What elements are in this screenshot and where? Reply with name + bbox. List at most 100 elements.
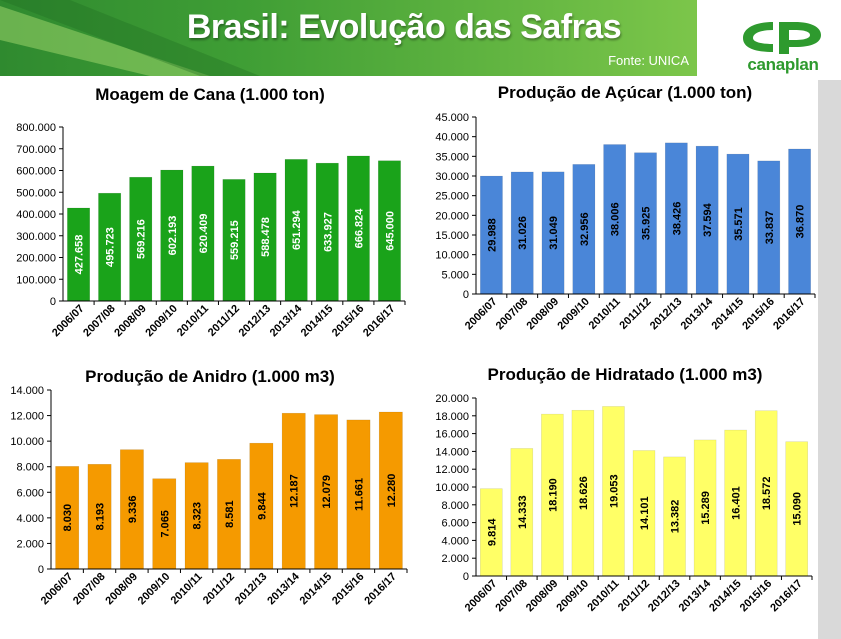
category-label: 2011/12 <box>206 303 242 339</box>
category-label: 2016/17 <box>361 303 398 340</box>
data-label: 8.323 <box>192 502 204 530</box>
data-label: 9.844 <box>256 491 268 519</box>
y-tick-label: 700.000 <box>16 144 56 156</box>
category-label: 2007/08 <box>81 303 118 340</box>
data-label: 31.026 <box>517 216 529 250</box>
y-tick-label: 15.000 <box>435 230 469 242</box>
category-label: 2015/16 <box>738 578 775 615</box>
y-tick-label: 600.000 <box>16 166 56 178</box>
chart-title: Moagem de Cana (1.000 ton) <box>95 85 325 104</box>
data-label: 495.723 <box>105 227 117 267</box>
y-tick-label: 18.000 <box>435 411 469 423</box>
page-title: Brasil: Evolução das Safras <box>186 8 622 46</box>
category-label: 2006/07 <box>463 296 500 333</box>
category-label: 2013/14 <box>265 570 302 607</box>
logo-text: canaplan <box>747 55 819 74</box>
data-label: 651.294 <box>291 209 303 250</box>
header-banner: Brasil: Evolução das Safras Fonte: UNICA <box>0 0 697 76</box>
chart-anhydrous-production: Produção de Anidro (1.000 m3) 0 2.000 4.00… <box>0 360 420 639</box>
y-tick-label: 6.000 <box>441 518 469 530</box>
y-tick-label: 8.000 <box>441 500 469 512</box>
category-label: 2013/14 <box>677 577 714 614</box>
data-label: 588.478 <box>260 217 272 257</box>
data-label: 14.333 <box>517 495 529 529</box>
category-label: 2009/10 <box>555 296 592 333</box>
data-label: 12.280 <box>386 474 398 508</box>
y-tick-label: 10.000 <box>435 482 469 494</box>
data-label: 18.190 <box>547 478 559 512</box>
y-tick-label: 5.000 <box>441 269 469 281</box>
logo-mark-icon <box>743 22 821 54</box>
category-label: 2006/07 <box>39 571 76 608</box>
y-tick-label: 2.000 <box>16 538 44 550</box>
side-strip <box>818 80 841 639</box>
data-label: 33.837 <box>764 211 776 245</box>
y-tick-label: 0 <box>463 571 469 583</box>
category-label: 2009/10 <box>136 571 173 608</box>
category-label: 2010/11 <box>175 303 211 339</box>
data-label: 31.049 <box>548 216 560 250</box>
data-label: 37.594 <box>702 202 714 237</box>
data-label: 13.382 <box>670 500 682 534</box>
data-label: 620.409 <box>198 214 210 254</box>
y-tick-label: 30.000 <box>435 171 469 183</box>
y-tick-label: 20.000 <box>435 393 469 405</box>
category-label: 2010/11 <box>585 578 621 614</box>
category-label: 2015/16 <box>330 303 367 340</box>
data-label: 8.581 <box>224 500 236 528</box>
category-label: 2009/10 <box>143 303 180 340</box>
category-label: 2007/08 <box>494 296 531 333</box>
category-label: 2008/09 <box>112 303 149 340</box>
category-label: 2008/09 <box>103 571 140 608</box>
y-tick-label: 4.000 <box>16 513 44 525</box>
y-tick-label: 45.000 <box>435 112 469 124</box>
category-label: 2016/17 <box>362 571 399 608</box>
data-label: 38.006 <box>610 202 622 236</box>
chart-cane-crushing: Moagem de Cana (1.000 ton) 0 100.000 200.0… <box>0 80 420 355</box>
category-label: 2007/08 <box>71 571 108 608</box>
y-tick-label: 4.000 <box>441 535 469 547</box>
y-tick-label: 200.000 <box>16 253 56 265</box>
data-label: 29.988 <box>486 218 498 252</box>
y-tick-label: 12.000 <box>10 411 44 423</box>
y-tick-label: 20.000 <box>435 210 469 222</box>
y-tick-label: 14.000 <box>435 446 469 458</box>
data-label: 666.824 <box>353 208 365 249</box>
category-label: 2007/08 <box>493 578 530 615</box>
y-tick-label: 300.000 <box>16 231 56 243</box>
y-tick-label: 0 <box>38 564 44 576</box>
category-label: 2012/13 <box>646 578 683 615</box>
category-label: 2013/14 <box>268 302 305 339</box>
data-label: 11.661 <box>353 478 365 511</box>
data-label: 559.215 <box>229 220 241 260</box>
chart-hydrated-production: Produção de Hidratado (1.000 m3) 0 2.000 4… <box>420 360 830 639</box>
category-label: 2009/10 <box>554 578 591 615</box>
y-tick-label: 10.000 <box>435 250 469 262</box>
category-label: 2015/16 <box>330 571 367 608</box>
category-label: 2016/17 <box>768 578 805 615</box>
data-label: 12.079 <box>321 475 333 509</box>
category-label: 2014/15 <box>299 303 336 340</box>
category-label: 2014/15 <box>707 578 744 615</box>
chart-plot: 0 5.000 10.000 15.000 20.000 25.000 30.000 35.0… <box>435 112 816 333</box>
y-tick-label: 8.000 <box>16 462 44 474</box>
category-label: 2008/09 <box>524 578 561 615</box>
data-label: 9.814 <box>486 518 498 546</box>
data-label: 38.426 <box>671 202 683 236</box>
chart-title: Produção de Hidratado (1.000 m3) <box>487 365 763 384</box>
chart-title: Produção de Anidro (1.000 m3) <box>85 367 335 386</box>
y-tick-label: 16.000 <box>435 429 469 441</box>
chart-plot: 0 2.000 4.000 6.000 8.000 10.000 12.000 14.000 8… <box>10 385 408 608</box>
data-label: 645.000 <box>384 211 396 251</box>
y-tick-label: 10.000 <box>10 436 44 448</box>
category-label: 2010/11 <box>587 296 623 332</box>
data-label: 602.193 <box>167 216 179 256</box>
category-label: 2006/07 <box>463 578 500 615</box>
y-tick-label: 35.000 <box>435 151 469 163</box>
data-label: 569.216 <box>136 219 148 259</box>
category-label: 2014/15 <box>709 296 746 333</box>
data-label: 15.289 <box>700 491 712 525</box>
y-tick-label: 2.000 <box>441 553 469 565</box>
data-label: 36.870 <box>795 205 807 239</box>
category-label: 2012/13 <box>237 303 274 340</box>
